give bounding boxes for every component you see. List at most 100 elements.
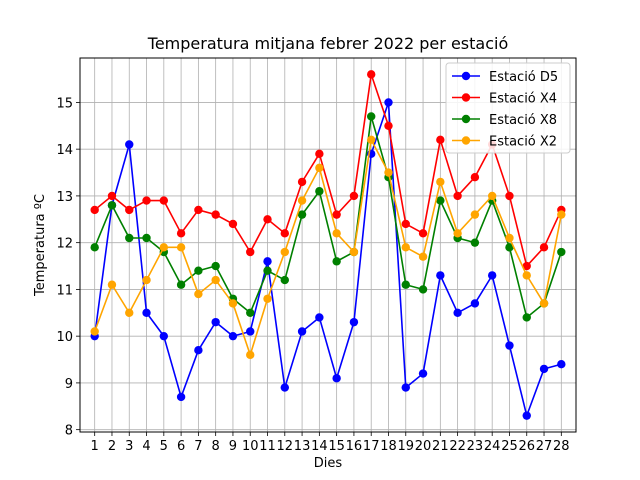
legend-item: Estació D5 bbox=[452, 70, 558, 85]
data-point bbox=[263, 257, 272, 266]
data-point bbox=[211, 317, 220, 327]
data-point bbox=[159, 243, 169, 252]
data-point bbox=[367, 70, 376, 79]
data-point bbox=[246, 350, 255, 360]
y-tick-label: 10 bbox=[56, 330, 73, 345]
data-point bbox=[107, 280, 117, 289]
data-point bbox=[436, 177, 445, 187]
data-point bbox=[142, 275, 151, 285]
x-tick-label: 3 bbox=[125, 439, 133, 454]
legend-marker bbox=[461, 71, 471, 81]
data-point bbox=[349, 191, 359, 201]
data-point bbox=[125, 205, 134, 215]
data-point bbox=[297, 196, 307, 205]
data-point bbox=[228, 331, 238, 341]
data-point bbox=[436, 196, 445, 205]
legend: Estació D5 Estació X4 Estació X8 Estació X2 bbox=[445, 62, 571, 154]
data-point bbox=[332, 257, 341, 266]
data-point bbox=[384, 121, 393, 130]
data-point bbox=[246, 327, 255, 336]
data-point bbox=[159, 331, 169, 341]
data-point bbox=[505, 243, 514, 252]
data-point bbox=[315, 163, 324, 173]
data-point bbox=[125, 140, 134, 149]
data-point bbox=[263, 266, 272, 275]
data-point bbox=[401, 219, 410, 229]
data-point bbox=[505, 341, 514, 350]
data-point bbox=[418, 229, 428, 238]
x-tick-label: 15 bbox=[328, 439, 345, 454]
data-point bbox=[211, 275, 220, 285]
y-tick-label: 12 bbox=[56, 237, 73, 252]
x-tick-label: 17 bbox=[363, 439, 380, 454]
legend-label: Estació X2 bbox=[489, 135, 557, 150]
data-point bbox=[505, 233, 514, 243]
data-point bbox=[176, 392, 186, 402]
data-point bbox=[401, 383, 410, 392]
x-tick-label: 5 bbox=[160, 439, 168, 454]
data-point bbox=[401, 280, 410, 289]
data-point bbox=[487, 271, 497, 280]
series-4 bbox=[90, 135, 566, 360]
legend-marker bbox=[461, 114, 471, 124]
data-point bbox=[90, 327, 99, 336]
data-point bbox=[487, 191, 497, 201]
x-tick-label: 11 bbox=[259, 439, 276, 454]
data-point bbox=[453, 229, 462, 238]
data-point bbox=[470, 299, 480, 308]
data-point bbox=[228, 219, 238, 229]
x-tick-label: 7 bbox=[194, 439, 202, 454]
data-point bbox=[107, 191, 117, 201]
x-axis-title: Dies bbox=[314, 456, 343, 471]
data-point bbox=[280, 275, 289, 285]
data-point bbox=[418, 369, 428, 378]
y-tick-label: 13 bbox=[56, 190, 73, 205]
data-point bbox=[453, 191, 462, 201]
x-tick-label: 4 bbox=[142, 439, 150, 454]
data-point bbox=[125, 308, 134, 317]
data-point bbox=[228, 299, 238, 308]
x-tick-label: 19 bbox=[397, 439, 414, 454]
y-tick-label: 11 bbox=[56, 283, 73, 298]
data-point bbox=[125, 233, 134, 243]
legend-label: Estació X8 bbox=[489, 113, 557, 128]
x-tick-label: 25 bbox=[501, 439, 518, 454]
data-point bbox=[107, 201, 117, 210]
series-line bbox=[94, 73, 563, 267]
data-point bbox=[315, 313, 324, 322]
data-point bbox=[194, 345, 203, 355]
x-tick-label: 13 bbox=[294, 439, 311, 454]
data-point bbox=[297, 177, 307, 187]
data-point bbox=[194, 205, 203, 215]
data-point bbox=[557, 247, 566, 257]
x-tick-label: 28 bbox=[553, 439, 570, 454]
y-tick-label: 14 bbox=[56, 143, 73, 158]
data-point bbox=[332, 210, 341, 219]
data-point bbox=[401, 243, 410, 252]
data-point bbox=[470, 210, 480, 219]
x-tick-label: 8 bbox=[212, 439, 220, 454]
data-point bbox=[384, 168, 393, 177]
legend-marker bbox=[461, 93, 471, 102]
series-line bbox=[93, 101, 562, 417]
data-point bbox=[470, 173, 480, 182]
data-point bbox=[90, 205, 99, 215]
series-3 bbox=[90, 112, 566, 322]
x-tick-label: 1 bbox=[91, 439, 99, 454]
legend-item: Estació X8 bbox=[452, 113, 557, 128]
data-point bbox=[142, 196, 151, 205]
data-point bbox=[332, 229, 341, 238]
data-point bbox=[367, 135, 376, 145]
data-point bbox=[522, 411, 531, 420]
x-tick-label: 23 bbox=[467, 439, 484, 454]
data-point bbox=[90, 243, 99, 252]
data-point bbox=[522, 261, 531, 271]
x-tick-label: 22 bbox=[449, 439, 466, 454]
data-point bbox=[505, 191, 514, 201]
data-point bbox=[263, 215, 272, 224]
data-point bbox=[280, 383, 289, 392]
y-axis-title: Temperatura ºC bbox=[33, 194, 48, 297]
data-point bbox=[539, 243, 549, 252]
legend-label: Estació X4 bbox=[489, 92, 557, 107]
